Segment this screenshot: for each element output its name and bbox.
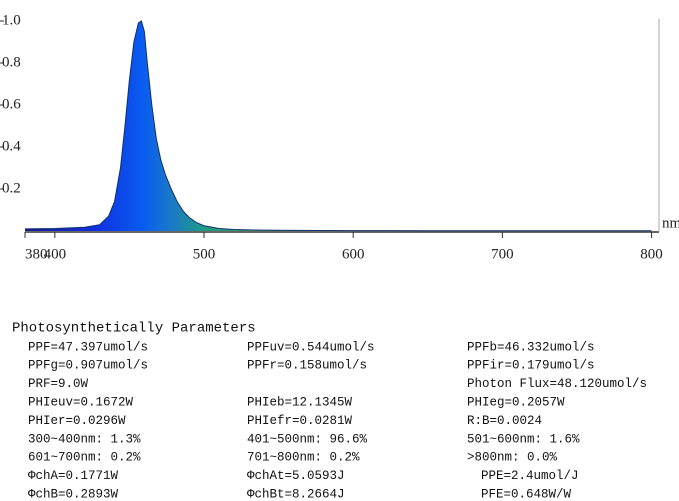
parameters-title: Photosynthetically Parameters xyxy=(12,321,256,337)
y-tick-label: 0.8 xyxy=(2,54,21,70)
parameter: ΦchAt=5.0593J xyxy=(247,469,345,483)
spectrum-area xyxy=(25,21,652,231)
x-tick-label: 800 xyxy=(640,246,663,262)
parameter: Photon Flux=48.120umol/s xyxy=(467,377,647,391)
parameter: 401~500nm: 96.6% xyxy=(247,432,368,446)
parameter: PHIefr=0.0281W xyxy=(247,414,353,428)
y-tick-label: 0.6 xyxy=(2,96,21,112)
parameter: PFE=0.648W/W xyxy=(481,487,572,501)
parameter: PHIeuv=0.1672W xyxy=(28,395,134,409)
parameter: ΦchB=0.2893W xyxy=(28,487,119,501)
x-tick-label: 500 xyxy=(193,246,216,262)
spectrum-line xyxy=(24,20,652,232)
x-tick-label: 400 xyxy=(44,246,67,262)
parameter: R:B=0.0024 xyxy=(467,414,542,428)
parameter: 701~800nm: 0.2% xyxy=(247,451,360,465)
parameter: >800nm: 0.0% xyxy=(467,451,558,465)
x-tick-label: 700 xyxy=(491,246,514,262)
parameter: PPFir=0.179umol/s xyxy=(467,359,595,373)
parameter: PPFg=0.907umol/s xyxy=(28,359,148,373)
y-tick-label: 1.0 xyxy=(2,12,21,28)
parameter: PHIeg=0.2057W xyxy=(467,395,565,409)
x-tick-label: 380 xyxy=(25,246,48,262)
parameter: PRF=9.0W xyxy=(28,377,89,391)
parameter: PPFb=46.332umol/s xyxy=(467,340,595,354)
x-tick-label: 600 xyxy=(342,246,365,262)
parameter: 601~700nm: 0.2% xyxy=(28,451,141,465)
x-axis-label: nm xyxy=(662,215,679,231)
parameter: PPFuv=0.544umol/s xyxy=(247,340,375,354)
parameter: 300~400nm: 1.3% xyxy=(28,432,141,446)
parameter: PPF=47.397umol/s xyxy=(28,340,148,354)
parameter: PHIer=0.0296W xyxy=(28,414,126,428)
parameter: PPFr=0.158umol/s xyxy=(247,359,367,373)
parameter: ΦchA=0.1771W xyxy=(28,469,119,483)
parameter: ΦchBt=8.2664J xyxy=(247,487,345,501)
parameter: 501~600nm: 1.6% xyxy=(467,432,580,446)
parameter: PPE=2.4umol/J xyxy=(481,469,579,483)
y-tick-label: 0.4 xyxy=(2,138,21,154)
parameter: PHIeb=12.1345W xyxy=(247,395,353,409)
y-tick-label: 0.2 xyxy=(2,180,21,196)
